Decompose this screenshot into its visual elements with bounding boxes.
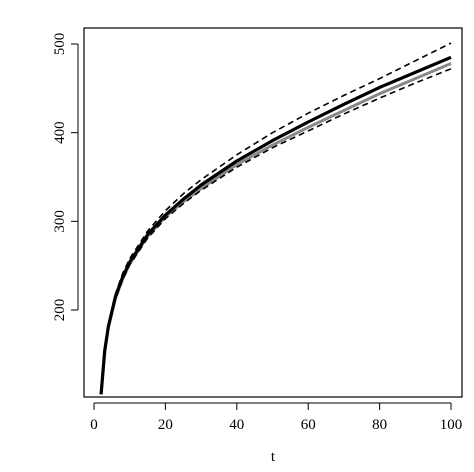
y-tick-label: 200 xyxy=(52,299,68,322)
series-line-solid-thick xyxy=(99,55,452,395)
x-axis-label: t xyxy=(271,449,276,465)
series-line-dashed-lower xyxy=(100,68,452,395)
series-line-dashed-upper xyxy=(100,42,452,395)
x-tick-label: 40 xyxy=(229,417,244,433)
x-tick-label: 0 xyxy=(90,417,98,433)
y-axis: 200 300 400 500 xyxy=(52,33,79,322)
plot-frame xyxy=(83,27,463,398)
x-tick-label: 100 xyxy=(440,417,463,433)
y-tick-label: 500 xyxy=(52,33,68,56)
x-tick-label: 80 xyxy=(372,417,387,433)
x-axis: 0 20 40 60 80 100 xyxy=(90,402,463,433)
x-tick-label: 20 xyxy=(158,417,173,433)
series-layer xyxy=(99,42,452,395)
y-tick-label: 400 xyxy=(52,121,68,144)
y-tick-label: 300 xyxy=(52,210,68,233)
x-tick-label: 60 xyxy=(301,417,316,433)
